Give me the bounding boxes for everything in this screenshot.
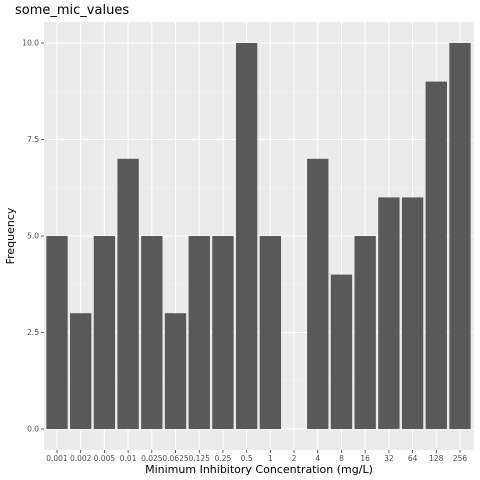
bar-64: [401, 197, 424, 429]
x-tick-label: 0.001: [46, 454, 68, 463]
bar-0.025: [141, 236, 163, 429]
y-tick-label: 5.0: [27, 232, 39, 241]
x-tick-label: 0.025: [141, 454, 163, 463]
bar-16: [354, 236, 376, 429]
x-tick-label: 256: [453, 454, 468, 463]
bar-0.5: [235, 43, 258, 429]
x-tick-label: 0.005: [94, 454, 116, 463]
bar-8: [330, 274, 353, 429]
x-axis: 0.001 0.002 0.005 0.01 0.025 0.0625 0.125 0.25 0…: [46, 450, 467, 463]
x-axis-title: Minimum Inhibitory Concentration (mg/L): [145, 463, 373, 476]
y-tick-label: 10.0: [22, 39, 39, 48]
bar-4: [307, 158, 329, 430]
x-tick-label: 0.0625: [162, 454, 188, 463]
x-tick-label: 32: [384, 454, 394, 463]
x-tick-label: 0.002: [70, 454, 92, 463]
y-tick-label: 2.5: [27, 328, 39, 337]
bar-32: [378, 197, 400, 429]
y-axis: 0.0 2.5 5.0 7.5 10.0: [22, 39, 44, 434]
bar-0.125: [188, 236, 210, 429]
bar-0.25: [212, 236, 234, 429]
bar-128: [425, 81, 447, 429]
x-tick-label: 4: [315, 454, 320, 463]
bar-0.005: [93, 236, 116, 429]
x-tick-label: 0.5: [241, 454, 253, 463]
bar-1: [259, 236, 282, 429]
y-tick-label: 0.0: [27, 425, 39, 434]
x-tick-label: 0.25: [215, 454, 232, 463]
bar-0.002: [70, 313, 92, 429]
x-tick-label: 1: [268, 454, 273, 463]
bar-0.01: [117, 158, 139, 430]
bar-0.001: [46, 236, 68, 429]
x-tick-label: 128: [429, 454, 444, 463]
chart-title: some_mic_values: [15, 3, 129, 18]
bar-0.0625: [164, 313, 187, 429]
x-tick-label: 64: [408, 454, 418, 463]
bar-256: [449, 43, 471, 429]
bars: [46, 43, 471, 430]
y-axis-title: Frequency: [4, 207, 17, 264]
y-tick-label: 7.5: [27, 135, 39, 144]
x-tick-label: 0.125: [188, 454, 210, 463]
x-tick-label: 2: [292, 454, 297, 463]
x-tick-label: 8: [339, 454, 344, 463]
x-tick-label: 16: [360, 454, 370, 463]
x-tick-label: 0.01: [120, 454, 137, 463]
